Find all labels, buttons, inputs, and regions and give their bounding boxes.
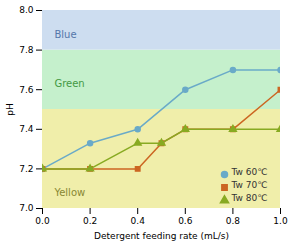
svg-text:1.0: 1.0: [273, 216, 288, 226]
svg-text:Tw 70℃: Tw 70℃: [231, 180, 268, 190]
svg-text:Blue: Blue: [54, 29, 76, 40]
svg-text:7.4: 7.4: [19, 124, 34, 134]
svg-text:0.6: 0.6: [178, 216, 193, 226]
svg-text:8.0: 8.0: [19, 5, 34, 15]
svg-text:pH: pH: [5, 103, 15, 115]
svg-text:Detergent feeding rate (mL/s): Detergent feeding rate (mL/s): [94, 231, 229, 241]
svg-text:0.4: 0.4: [131, 216, 146, 226]
svg-text:0.2: 0.2: [83, 216, 97, 226]
svg-text:Green: Green: [54, 78, 84, 89]
svg-text:Yellow: Yellow: [53, 187, 85, 198]
svg-text:7.6: 7.6: [19, 85, 34, 95]
svg-text:7.8: 7.8: [19, 45, 34, 55]
svg-text:7.2: 7.2: [19, 164, 33, 174]
svg-text:7.0: 7.0: [19, 203, 34, 213]
svg-text:Tw 80℃: Tw 80℃: [231, 193, 268, 203]
svg-text:Tw 60℃: Tw 60℃: [231, 167, 268, 177]
svg-text:0.8: 0.8: [226, 216, 241, 226]
svg-text:0.0: 0.0: [35, 216, 50, 226]
